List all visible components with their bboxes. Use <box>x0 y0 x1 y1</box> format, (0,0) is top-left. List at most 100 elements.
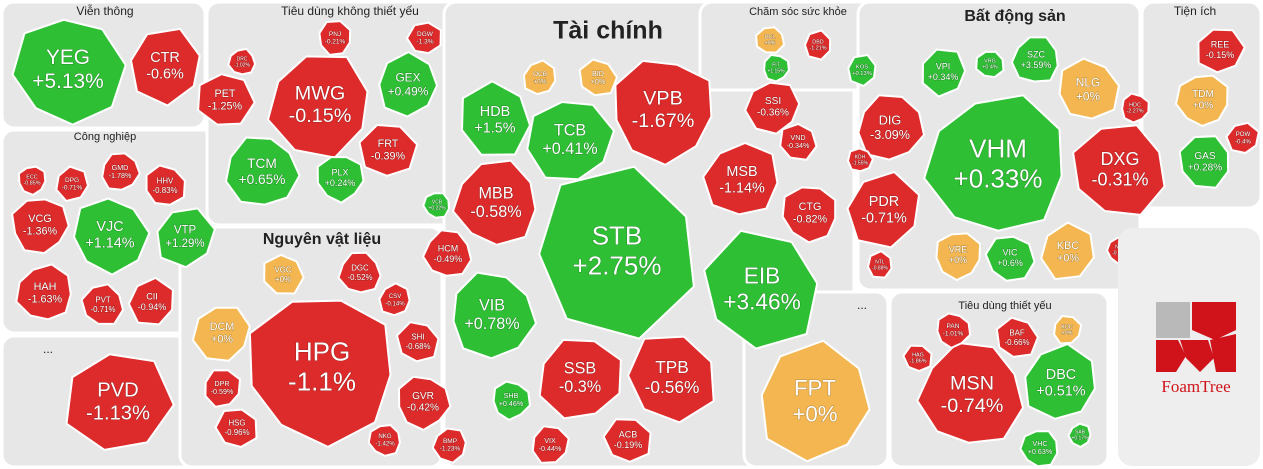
stock-cell <box>526 100 616 181</box>
ticker: DIG <box>879 113 901 127</box>
ticker: DCM <box>210 321 235 333</box>
stock-cell <box>916 341 1025 444</box>
change: -0.71% <box>62 185 83 192</box>
stock-cell <box>1019 430 1059 468</box>
group-title: Tiêu dùng không thiết yếu <box>281 4 419 18</box>
change: +0.34% <box>928 72 959 82</box>
group-title: Tiêu dùng thiết yếu <box>958 300 1051 312</box>
ticker: PET <box>215 88 236 100</box>
ticker: CTR <box>150 50 180 66</box>
change: -0.82% <box>793 213 828 225</box>
ticker: VRE <box>949 244 968 254</box>
stock-cell <box>65 353 175 451</box>
ticker: BAF <box>1009 329 1025 338</box>
ticker: OCB <box>533 71 547 78</box>
stock-cell <box>431 427 467 464</box>
ticker: CSV <box>389 293 402 300</box>
stock-cell <box>129 27 201 107</box>
stock-cell <box>995 316 1040 358</box>
change: +2.75% <box>573 250 662 280</box>
stock-cell <box>902 344 933 373</box>
stock-cell <box>17 165 47 197</box>
change: -0.34% <box>787 141 810 150</box>
stock-cell <box>779 122 818 161</box>
change: -1.23% <box>440 446 461 453</box>
ticker: HDB <box>480 104 510 120</box>
ticker: PVD <box>97 379 139 401</box>
stock-cell <box>1178 135 1230 189</box>
change: -0.85% <box>23 181 40 187</box>
group-title: Tiện ích <box>1174 4 1216 18</box>
change: +0% <box>765 41 776 47</box>
ticker: VHC <box>1032 439 1047 448</box>
ticker: YEG <box>46 46 90 69</box>
change: +0.22% <box>428 205 446 211</box>
change: -1.86% <box>909 359 926 365</box>
change: -0.56% <box>645 377 700 397</box>
change: -0.71% <box>90 305 115 314</box>
change: -1.25% <box>208 100 243 112</box>
ticker: STB <box>592 221 643 251</box>
change: -0.42% <box>407 403 439 414</box>
stock-cell <box>522 59 557 96</box>
change: +1.14% <box>85 235 134 251</box>
change: +1.5% <box>474 120 515 136</box>
change: +0.65% <box>239 172 286 187</box>
stock-cell <box>1040 221 1095 281</box>
ticker: SHB <box>504 391 519 400</box>
ticker: FIT <box>772 63 780 69</box>
stock-cell <box>316 156 365 204</box>
ticker: PNJ <box>329 31 341 38</box>
change: -0.19% <box>614 440 643 450</box>
ticker: REE <box>1211 39 1230 49</box>
stock-cell <box>538 165 695 340</box>
ticker: VIX <box>544 436 556 445</box>
stock-cell <box>127 276 174 326</box>
ticker: MSB <box>726 164 757 180</box>
stock-cell <box>11 198 70 255</box>
ticker: GVR <box>412 391 434 402</box>
ticker: DRC <box>237 57 248 63</box>
stock-cell <box>755 26 786 54</box>
ticker: VPB <box>643 87 683 109</box>
change: +0.49% <box>388 84 429 98</box>
logo-tile <box>1180 340 1214 372</box>
change: -3.09% <box>870 128 910 142</box>
ticker: MWG <box>295 82 346 104</box>
change: -1.42% <box>375 440 395 447</box>
ticker: HAH <box>34 281 57 293</box>
change: +0.13% <box>852 71 872 77</box>
change: +3.59% <box>1021 60 1052 70</box>
group-title: ... <box>43 342 53 356</box>
stock-cell <box>1225 121 1260 155</box>
change: -0.49% <box>434 254 463 264</box>
group-title: Công nghiệp <box>74 131 136 143</box>
stock-cell <box>936 312 972 350</box>
group-title: Viễn thông <box>76 3 133 18</box>
change: -0.31% <box>1091 170 1148 190</box>
ticker: NKG <box>378 433 391 440</box>
ticker: NTL <box>875 260 885 266</box>
ticker: VND <box>790 133 805 142</box>
stock-cell <box>378 50 439 118</box>
stock-cell <box>847 53 877 88</box>
stock-cell <box>1058 57 1120 120</box>
stock-cell <box>11 18 127 126</box>
stock-cell <box>1010 36 1059 83</box>
stock-cell <box>367 424 401 457</box>
change: +0.51% <box>1036 383 1085 399</box>
stock-cell <box>1067 422 1092 449</box>
stock-cell <box>984 235 1036 282</box>
ticker: PVT <box>95 296 111 305</box>
ticker: EIB <box>744 263 781 289</box>
ticker: SHI <box>411 333 424 342</box>
change: -0.21% <box>325 39 346 46</box>
cells: YEG+5.13%CTR-0.6%VCG-1.36% VJC+1.14%VTP+1… <box>11 18 1260 468</box>
change: +0% <box>792 401 837 426</box>
stock-cell <box>101 152 141 191</box>
stock-cell <box>760 339 871 463</box>
ticker: DCL <box>765 34 776 40</box>
ticker: POW <box>1236 131 1251 138</box>
stock-cell <box>602 418 652 463</box>
